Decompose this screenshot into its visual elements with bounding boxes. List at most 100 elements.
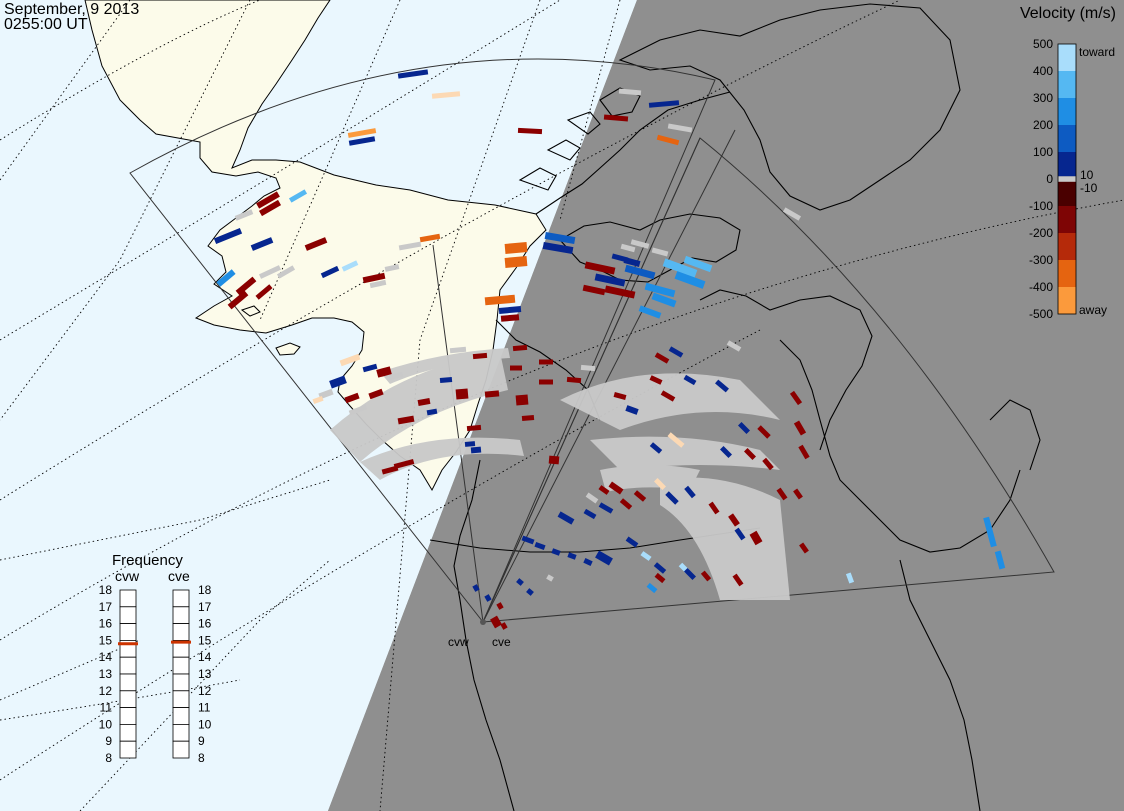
- velocity-cell: [683, 374, 697, 386]
- velocity-cell: [640, 551, 652, 561]
- velocity-cell: [466, 424, 482, 432]
- colorbar-band: [1058, 152, 1076, 177]
- velocity-cell: [235, 276, 257, 296]
- velocity-cell: [419, 233, 441, 243]
- frequency-cell: [119, 690, 137, 708]
- velocity-cell: [484, 594, 492, 602]
- velocity-cell: [603, 114, 629, 122]
- velocity-cell: [667, 123, 693, 133]
- velocity-cell: [584, 261, 616, 275]
- velocity-cell: [793, 488, 803, 500]
- velocity-cell: [734, 527, 746, 541]
- velocity-cell: [348, 404, 368, 416]
- velocity-cell: [662, 258, 698, 278]
- velocity-cell: [793, 420, 807, 436]
- velocity-cell: [668, 346, 684, 358]
- velocity-cell: [644, 282, 676, 298]
- radar-site-cvw[interactable]: [480, 619, 486, 625]
- frequency-scale-label: 13: [198, 667, 212, 681]
- frequency-cell: [172, 606, 190, 624]
- velocity-cell: [700, 570, 712, 582]
- velocity-cell: [484, 390, 500, 398]
- velocity-cell: [983, 516, 997, 548]
- colorbar-tick-label: 400: [1033, 64, 1053, 78]
- colorbar-tick-label: 300: [1033, 91, 1053, 105]
- velocity-cell: [213, 227, 243, 245]
- velocity-cell: [376, 366, 392, 378]
- velocity-cell: [484, 294, 516, 306]
- velocity-cell: [719, 445, 733, 459]
- velocity-cell: [288, 189, 308, 203]
- velocity-cell: [653, 562, 667, 574]
- velocity-cell: [633, 490, 647, 502]
- velocity-cell: [526, 588, 534, 596]
- velocity-cell: [656, 134, 680, 146]
- frequency-scale-label: 9: [105, 734, 112, 748]
- velocity-cell: [276, 265, 296, 279]
- velocity-cell: [398, 241, 422, 251]
- velocity-cell: [649, 442, 663, 454]
- colorbar-toward-label: toward: [1079, 45, 1115, 59]
- frequency-cell: [172, 740, 190, 759]
- frequency-scale-label: 10: [198, 717, 212, 731]
- velocity-cell: [250, 237, 274, 251]
- velocity-cell: [521, 414, 535, 422]
- velocity-cell: [347, 128, 377, 138]
- velocity-cell: [737, 421, 751, 435]
- frequency-radar-label-cvw: cvw: [115, 568, 140, 584]
- frequency-scale-label: 17: [99, 600, 113, 614]
- velocity-cells: [213, 69, 1006, 630]
- velocity-cell: [619, 498, 633, 510]
- frequency-scale-label: 15: [99, 633, 113, 647]
- velocity-cell: [512, 344, 528, 352]
- frequency-cell: [172, 724, 190, 742]
- frequency-cell: [172, 589, 190, 608]
- velocity-cell: [994, 550, 1006, 570]
- colorbar-tick-label: 10: [1080, 168, 1094, 182]
- velocity-cell: [258, 199, 282, 217]
- frequency-cell: [119, 589, 137, 608]
- date-label: September, 9 2013: [4, 1, 140, 18]
- frequency-scale-label: 17: [198, 600, 212, 614]
- velocity-cell: [776, 487, 788, 501]
- velocity-cell: [611, 253, 629, 263]
- frequency-scale-label: 11: [198, 701, 211, 715]
- velocity-cell: [397, 415, 415, 425]
- colorbar-tick-label: -500: [1029, 307, 1053, 321]
- velocity-cell: [566, 376, 582, 384]
- velocity-cell: [567, 552, 577, 560]
- frequency-radar-label-cve: cve: [168, 568, 190, 584]
- velocity-cell: [304, 237, 328, 251]
- velocity-cell: [449, 346, 467, 354]
- colorbar-band: [1058, 71, 1076, 98]
- velocity-cell: [618, 88, 642, 96]
- velocity-cell: [654, 572, 666, 584]
- velocity-cell: [362, 363, 378, 373]
- velocity-cell: [534, 541, 546, 551]
- velocity-cell: [845, 572, 855, 584]
- velocity-cell: [388, 371, 404, 381]
- colorbar-band: [1058, 181, 1076, 206]
- frequency-cell: [172, 673, 190, 692]
- velocity-cell: [598, 485, 610, 495]
- velocity-cell: [608, 481, 624, 495]
- velocity-cell: [595, 550, 613, 566]
- frequency-scale-label: 18: [99, 583, 113, 597]
- velocity-cell: [728, 513, 740, 527]
- velocity-cell: [498, 306, 522, 314]
- velocity-cell: [546, 574, 554, 582]
- frequency-scale-label: 16: [198, 617, 212, 631]
- island: [275, 342, 301, 356]
- velocity-cell: [384, 264, 400, 272]
- velocity-cell: [651, 292, 677, 308]
- velocity-cell: [620, 243, 636, 253]
- frequency-scale-label: 10: [99, 717, 113, 731]
- velocity-cell: [583, 508, 597, 520]
- velocity-cell: [651, 247, 669, 257]
- frequency-cell: [172, 690, 190, 708]
- colorbar-band: [1058, 287, 1076, 314]
- velocity-cell: [598, 502, 614, 514]
- velocity-cell: [653, 477, 667, 491]
- frequency-scale-label: 12: [99, 684, 113, 698]
